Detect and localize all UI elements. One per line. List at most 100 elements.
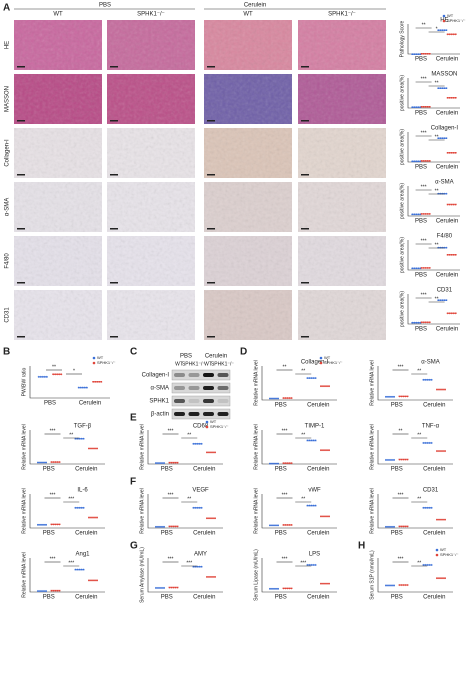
- dot: [50, 461, 53, 464]
- dot: [420, 160, 423, 163]
- image-texture: [14, 236, 102, 286]
- image-texture: [107, 20, 195, 70]
- dot: [52, 373, 55, 376]
- dot: [424, 213, 427, 216]
- sig-label: **: [187, 496, 191, 502]
- dot: [445, 246, 448, 249]
- dot: [400, 525, 403, 528]
- dot: [428, 378, 431, 381]
- dot: [200, 565, 203, 568]
- dot: [82, 437, 85, 440]
- dot: [83, 386, 86, 389]
- x-tick-label: PBS: [43, 467, 55, 473]
- dot: [98, 381, 101, 383]
- dot: [404, 584, 407, 587]
- y-axis-label: Relative mRNA level: [21, 488, 27, 534]
- sig-label: ***: [68, 496, 74, 502]
- dot: [422, 160, 425, 163]
- y-axis-label: Relative mRNA level: [253, 360, 259, 406]
- dot: [88, 447, 90, 450]
- dot: [50, 589, 53, 592]
- y-axis-label: positive area(%): [399, 129, 405, 165]
- dot: [60, 373, 63, 376]
- y-axis-label: Relative mRNA level: [139, 488, 145, 534]
- dot: [441, 299, 444, 301]
- dot: [406, 395, 409, 398]
- axis: [377, 494, 453, 529]
- axis: [261, 430, 337, 465]
- legend-label: WT: [97, 355, 104, 360]
- dot: [446, 97, 449, 99]
- dot: [398, 395, 401, 398]
- dot: [52, 589, 55, 592]
- x-tick-label: Cerulein: [307, 403, 329, 409]
- blot-group: PBS: [180, 354, 192, 360]
- chart-title: F4/80: [437, 234, 453, 240]
- x-tick-label: Cerulein: [436, 111, 458, 117]
- dot: [450, 33, 453, 36]
- group-label: PBS: [99, 3, 111, 9]
- dot: [273, 462, 275, 465]
- dot: [288, 524, 291, 527]
- dot: [440, 450, 442, 453]
- scale-bar: [207, 66, 215, 68]
- legend-label: SPHK1⁻/⁻: [447, 18, 465, 23]
- blot-band: [217, 399, 229, 403]
- chart-title: vWF: [308, 488, 321, 494]
- dot: [328, 582, 330, 585]
- dot: [417, 53, 420, 55]
- dot: [210, 517, 212, 520]
- dot: [422, 378, 425, 381]
- dot: [411, 160, 414, 163]
- blot-band: [174, 412, 185, 416]
- dot: [286, 587, 289, 590]
- dot: [85, 386, 88, 389]
- dot: [454, 33, 457, 36]
- dot: [452, 312, 455, 315]
- dot: [308, 439, 311, 442]
- dot: [440, 518, 442, 521]
- x-tick-label: PBS: [275, 403, 287, 409]
- dot: [437, 137, 440, 139]
- dot: [56, 461, 59, 464]
- dot: [54, 461, 57, 464]
- dot: [54, 373, 57, 376]
- dot: [450, 254, 453, 256]
- dot: [385, 525, 387, 528]
- dot: [56, 373, 59, 376]
- dot: [88, 579, 90, 582]
- dot: [419, 267, 422, 270]
- chart-title: Collagen-I: [301, 360, 329, 366]
- dot: [442, 450, 444, 453]
- image-texture: [204, 236, 292, 286]
- dot: [411, 53, 414, 55]
- dot: [420, 106, 423, 108]
- dot: [413, 160, 416, 163]
- dot: [426, 441, 429, 444]
- x-tick-label: PBS: [43, 531, 55, 537]
- sig-label: ***: [421, 238, 427, 244]
- dot: [454, 203, 457, 206]
- y-axis-label: Relative mRNA level: [369, 424, 375, 470]
- blot-band: [188, 399, 200, 403]
- image-texture: [14, 128, 102, 178]
- image-texture: [14, 182, 102, 232]
- scale-bar: [301, 120, 309, 122]
- dot: [314, 376, 317, 379]
- scale-bar: [207, 228, 215, 230]
- dot: [422, 441, 425, 444]
- dot: [39, 461, 41, 464]
- x-tick-label: Cerulein: [436, 57, 458, 63]
- blot-band: [188, 412, 200, 416]
- sig-label: ***: [282, 556, 288, 562]
- dot: [310, 504, 313, 507]
- dot: [174, 461, 177, 464]
- dot: [415, 106, 418, 108]
- dot: [58, 523, 61, 526]
- dot: [419, 321, 422, 324]
- dot: [440, 388, 442, 391]
- dot: [438, 450, 440, 453]
- dot: [90, 447, 92, 450]
- sig-label: ***: [168, 428, 174, 434]
- dot: [428, 106, 431, 108]
